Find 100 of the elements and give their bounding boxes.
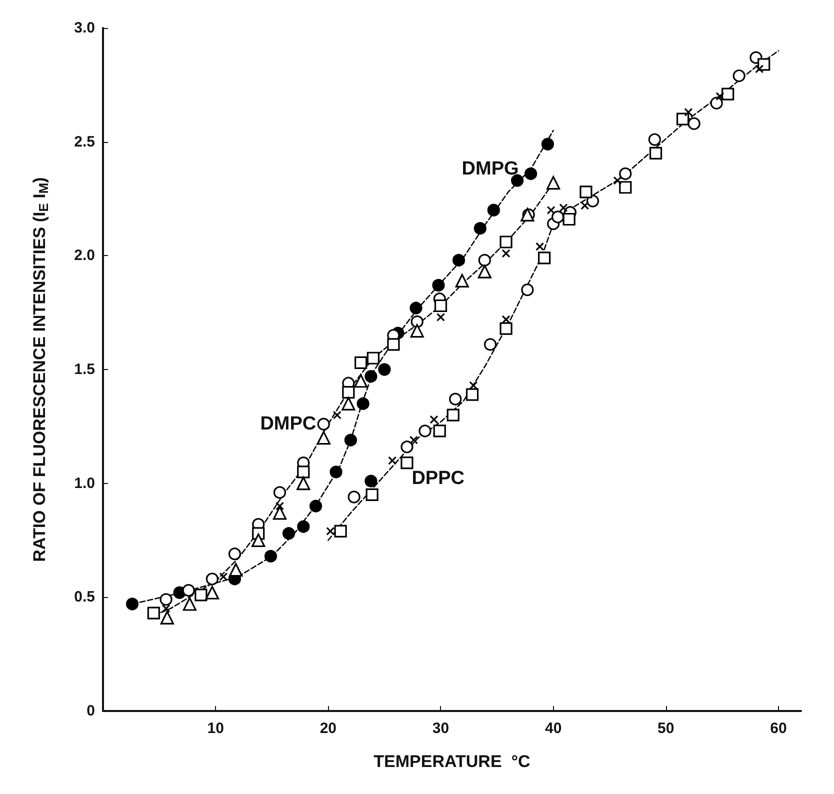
point — [282, 527, 296, 540]
y-tick-label: 1.0 — [74, 474, 95, 492]
point — [229, 563, 243, 577]
y-tick-label: 0 — [86, 702, 95, 720]
point — [354, 374, 368, 388]
point — [297, 520, 310, 533]
point — [205, 586, 220, 600]
point — [378, 363, 391, 376]
point — [160, 610, 174, 624]
point — [648, 133, 661, 146]
point — [478, 264, 492, 278]
point — [410, 302, 422, 314]
point — [409, 436, 418, 444]
y-tick-label: 3.0 — [74, 20, 95, 36]
point — [432, 278, 445, 292]
point — [272, 506, 287, 520]
point — [500, 236, 512, 248]
point — [366, 488, 378, 502]
point — [430, 415, 438, 424]
point — [400, 440, 414, 454]
x-tick-label: 20 — [320, 720, 337, 737]
point — [722, 88, 734, 100]
point — [433, 424, 446, 438]
point — [546, 206, 556, 214]
point — [562, 212, 576, 226]
point — [228, 548, 242, 560]
x-axis-title: TEMPERATURE °C — [374, 752, 530, 771]
point — [410, 315, 424, 328]
y-tick-label: 0.5 — [74, 588, 95, 606]
point — [613, 176, 622, 185]
point — [710, 96, 723, 110]
point — [344, 434, 357, 446]
point — [541, 138, 554, 150]
point — [484, 338, 497, 351]
point — [552, 210, 564, 224]
point — [580, 201, 590, 210]
x-tick-label: 50 — [658, 720, 674, 737]
annotation: DMPC — [260, 414, 316, 435]
point — [364, 474, 378, 488]
y-tick-label: 2.5 — [74, 133, 95, 150]
point — [559, 204, 568, 212]
point — [296, 476, 310, 490]
point — [546, 176, 560, 190]
line-series — [328, 50, 780, 541]
point — [511, 174, 524, 187]
point — [162, 604, 170, 613]
point — [219, 572, 228, 581]
point — [182, 584, 195, 597]
point — [387, 338, 400, 351]
point — [264, 550, 278, 562]
point — [182, 597, 196, 611]
point — [275, 502, 284, 510]
point — [356, 397, 370, 410]
point — [619, 181, 632, 194]
point — [317, 418, 330, 430]
point — [580, 186, 592, 198]
point — [521, 284, 534, 296]
point — [418, 424, 432, 438]
point — [452, 254, 466, 267]
point — [619, 167, 632, 180]
x-tick-label: 10 — [207, 720, 224, 737]
point — [194, 588, 208, 602]
point — [326, 526, 335, 536]
point — [449, 392, 462, 406]
point — [688, 117, 700, 130]
point — [309, 500, 322, 512]
point — [758, 58, 770, 71]
point — [354, 356, 368, 369]
point — [500, 322, 512, 335]
point — [676, 112, 690, 126]
x-tick-label: 60 — [770, 720, 787, 737]
point — [206, 572, 219, 586]
point — [466, 388, 479, 401]
point — [524, 167, 538, 180]
point — [474, 222, 486, 235]
x-tick-label: 30 — [432, 720, 450, 737]
point — [273, 486, 286, 499]
point — [716, 92, 724, 101]
point — [342, 386, 355, 399]
point — [446, 408, 460, 422]
y-axis-title: RATIO OF FLUORESCENCE INTENSITIES (IE IM) — [30, 177, 51, 562]
point — [487, 204, 500, 216]
point — [400, 456, 414, 470]
point — [342, 396, 356, 410]
point — [332, 410, 342, 420]
point — [388, 456, 397, 465]
point — [334, 524, 347, 538]
point — [364, 370, 378, 383]
point — [502, 249, 510, 258]
y-tick-label: 2.0 — [74, 247, 95, 264]
point — [316, 431, 330, 445]
point — [538, 252, 551, 264]
y-tick-label: 1.5 — [74, 361, 95, 378]
point — [436, 312, 446, 322]
point — [434, 299, 448, 312]
point — [366, 352, 380, 364]
point — [126, 598, 139, 610]
point — [455, 274, 469, 288]
point — [536, 242, 544, 251]
x-tick-label: 40 — [544, 720, 562, 737]
